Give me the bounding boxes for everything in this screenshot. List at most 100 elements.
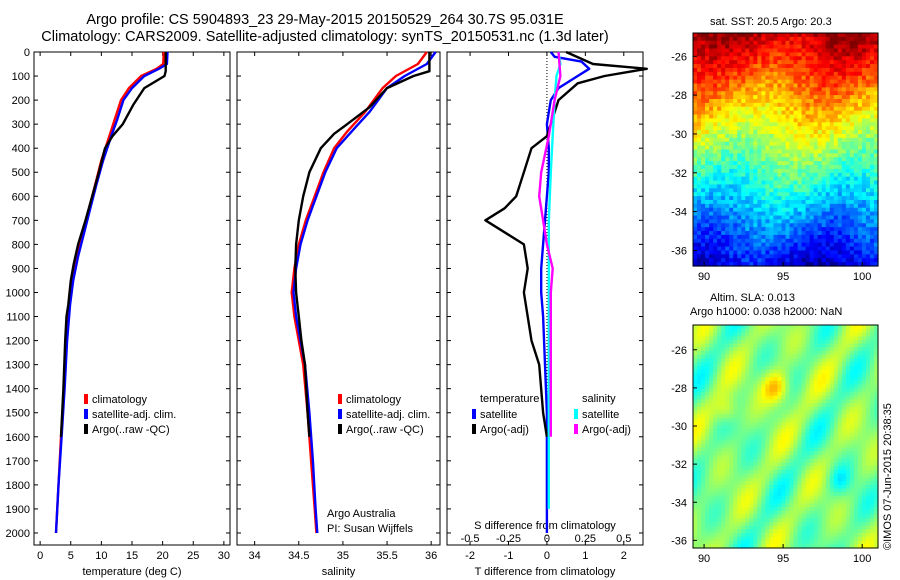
ytick-label: 200 [12,95,30,107]
series-line-salinity-2 [294,52,431,437]
sla-map-ytick-label: -32 [671,459,687,471]
legend-diff-s-label: Argo(-adj) [582,424,631,436]
sla-map-ytick-label: -36 [671,535,687,547]
ytick-label: 500 [12,167,30,179]
sla-map-title-1: Altim. SLA: 0.013 [710,292,795,304]
sst-map-title: sat. SST: 20.5 Argo: 20.3 [710,16,832,28]
legend-sal-swatch [338,424,342,434]
legend-diff-s-swatch [574,409,578,419]
xtick-label: 34.5 [288,550,309,562]
sst-map-ytick-label: -34 [671,207,687,219]
legend-temp-swatch [84,394,88,404]
xtick-label: 35.5 [376,550,397,562]
sst-map-xtick-label: 95 [777,271,789,283]
ytick-label: 1900 [6,504,30,516]
series-line-temperature-2 [59,52,167,437]
top-xtick-label: 0.5 [616,533,631,545]
sst-map-ytick-label: -32 [671,168,687,180]
ytick-label: 1700 [6,456,30,468]
sla-map-xtick-label: 90 [698,553,710,565]
xtick-label: 30 [218,550,230,562]
panel-frame-salinity [236,51,441,546]
legend-diff-s-label: satellite [582,409,619,421]
xtick-label: 2 [621,550,627,562]
series-line-differences-2 [547,51,562,509]
legend-diff-s-swatch [574,424,578,434]
sst-map-xtick-label: 90 [698,271,710,283]
xlabel-differences: T difference from climatology [475,566,616,578]
xtick-label: 36 [425,550,437,562]
xtick-label: 0 [37,550,43,562]
panel-frame-temperature [33,51,231,546]
xtick-label: 15 [126,550,138,562]
sst-map-ytick-label: -26 [671,51,687,63]
ytick-label: 1600 [6,432,30,444]
ytick-label: 1100 [6,312,30,324]
legend-temp-swatch [84,409,88,419]
top-xtick-label: 0 [544,533,550,545]
xtick-label: 25 [187,550,199,562]
legend-diff-s-title: salinity [582,393,616,405]
xtick-label: 5 [68,550,74,562]
sla-map-title-2: Argo h1000: 0.038 h2000: NaN [690,306,843,318]
xtick-label: 1 [582,550,588,562]
legend-diff-t-swatch [472,409,476,419]
sla-map-ytick-label: -30 [671,421,687,433]
ytick-label: 1800 [6,480,30,492]
sst-map [693,33,879,267]
legend-diff-t-label: satellite [480,409,517,421]
ytick-label: 2000 [6,528,30,540]
xtick-label: 35 [337,550,349,562]
sla-map-frame [692,324,879,549]
legend-sal-swatch [338,409,342,419]
legend-temp-label: satellite-adj. clim. [92,409,176,421]
xtick-label: 0 [544,550,550,562]
legend-diff-t-swatch [472,424,476,434]
sst-map-xtick-label: 100 [853,271,871,283]
series-line-differences-3 [538,51,562,437]
sla-map-xtick-label: 95 [777,553,789,565]
series-line-differences-1 [484,50,648,437]
xtick-label: 10 [95,550,107,562]
ytick-label: 300 [12,119,30,131]
title-line-2: Climatology: CARS2009. Satellite-adjuste… [41,29,609,45]
xtick-label: 20 [157,550,169,562]
ytick-label: 400 [12,143,30,155]
sst-map-ytick-label: -30 [671,129,687,141]
sla-map-ytick-label: -28 [671,383,687,395]
ytick-label: 1500 [6,408,30,420]
ytick-label: 1300 [6,360,30,372]
ytick-label: 800 [12,239,30,251]
legend-sal-label: satellite-adj. clim. [346,409,430,421]
ytick-label: 1400 [6,384,30,396]
xtick-label: -1 [504,550,514,562]
annotation-line-1: Argo Australia [327,508,396,520]
legend-diff-t-title: temperature [480,393,539,405]
top-xtick-label: -0.5 [461,533,480,545]
xlabel-temperature: temperature (deg C) [82,566,181,578]
annotation-line-2: PI: Susan Wijffels [327,523,413,535]
ytick-label: 600 [12,191,30,203]
sla-map-ytick-label: -26 [671,345,687,357]
ytick-label: 900 [12,263,30,275]
sst-map-ytick-label: -28 [671,90,687,102]
ytick-label: 1000 [6,287,30,299]
xlabel-salinity: salinity [322,566,356,578]
sla-map-ytick-label: -34 [671,497,687,509]
legend-temp-label: Argo(..raw -QC) [92,424,170,436]
ytick-label: 700 [12,215,30,227]
ytick-label: 100 [12,71,30,83]
xtick-label: -2 [465,550,475,562]
xtick-label: 34 [249,550,261,562]
top-xtick-label: -0.25 [496,533,521,545]
legend-sal-label: climatology [346,394,402,406]
series-line-temperature-1 [54,51,169,534]
top-xtick-label: 0.25 [575,533,596,545]
sla-map [693,325,879,549]
ytick-label: 0 [24,47,30,59]
legend-temp-swatch [84,424,88,434]
title-line-1: Argo profile: CS 5904893_23 29-May-2015 … [86,12,564,28]
legend-diff-t-label: Argo(-adj) [480,424,529,436]
sst-map-ytick-label: -36 [671,245,687,257]
